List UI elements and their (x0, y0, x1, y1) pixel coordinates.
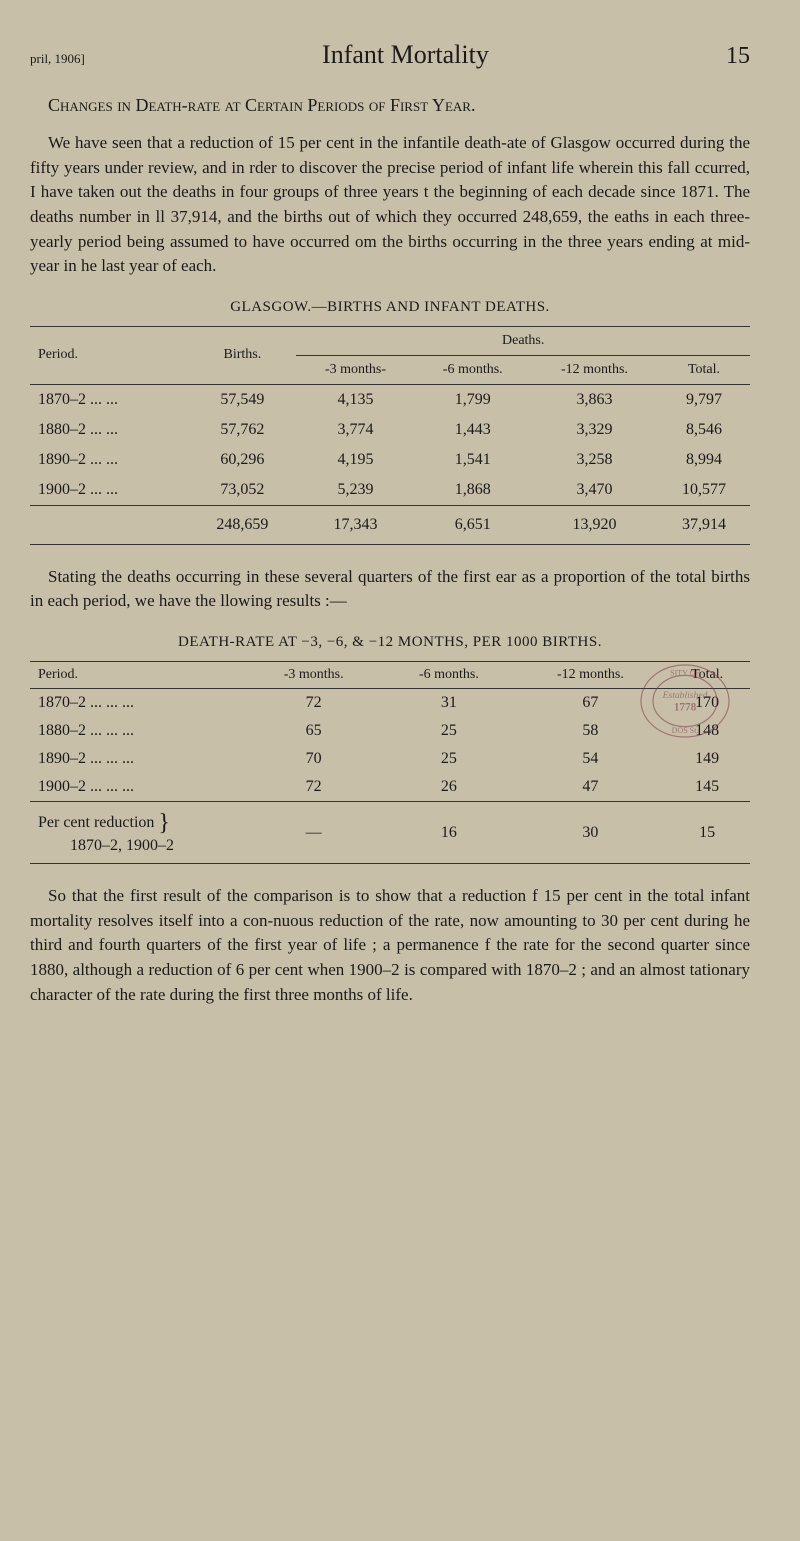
table-reduction-row: Per cent reduction } 1870–2, 1900–2 — 16… (30, 802, 750, 864)
page: pril, 1906] Infant Mortality 15 Changes … (0, 0, 800, 1072)
cell-m6: 26 (381, 773, 516, 802)
cell-total: 145 (664, 773, 750, 802)
table-row: 1870–2 ... ... ... 72 31 67 170 (30, 689, 750, 718)
table-row: 1870–2 ... ... 57,549 4,135 1,799 3,863 … (30, 384, 750, 415)
cell-total: 148 (664, 717, 750, 745)
paragraph-2: Stating the deaths occurring in these se… (30, 565, 750, 614)
table-totals-row: 248,659 17,343 6,651 13,920 37,914 (30, 505, 750, 544)
cell-m6: 16 (381, 802, 516, 864)
cell-total: 10,577 (658, 475, 750, 506)
cell-m12: 3,470 (531, 475, 658, 506)
cell-m6: 31 (381, 689, 516, 718)
cell-m3: 4,195 (296, 445, 414, 475)
cell-total: 8,546 (658, 415, 750, 445)
th-6months: -6 months. (381, 662, 516, 689)
cell-period: 1890–2 ... ... (30, 445, 188, 475)
th-period: Period. (30, 326, 188, 384)
th-period: Period. (30, 662, 246, 689)
running-header: pril, 1906] Infant Mortality 15 (30, 40, 750, 70)
reduction-label-a: Per cent reduction (38, 814, 154, 831)
cell-m3: 72 (246, 689, 381, 718)
cell-m12: 3,863 (531, 384, 658, 415)
cell-births: 57,549 (188, 384, 296, 415)
cell-m6: 1,541 (415, 445, 531, 475)
cell-births: 73,052 (188, 475, 296, 506)
cell-m3: 72 (246, 773, 381, 802)
header-date: pril, 1906] (30, 51, 85, 67)
table-row: 1880–2 ... ... 57,762 3,774 1,443 3,329 … (30, 415, 750, 445)
cell-m3: 3,774 (296, 415, 414, 445)
table-row: 1890–2 ... ... ... 70 25 54 149 (30, 745, 750, 773)
cell-period: 1880–2 ... ... ... (30, 717, 246, 745)
cell-period: 1900–2 ... ... (30, 475, 188, 506)
brace-icon: } (158, 810, 170, 836)
cell-births: 248,659 (188, 505, 296, 544)
cell-period: 1890–2 ... ... ... (30, 745, 246, 773)
cell-m6: 25 (381, 745, 516, 773)
cell-total: 9,797 (658, 384, 750, 415)
cell-m12: 30 (517, 802, 665, 864)
cell-total: 37,914 (658, 505, 750, 544)
cell-m3: 17,343 (296, 505, 414, 544)
paragraph-1: We have seen that a reduction of 15 per … (30, 131, 750, 279)
cell-m12: 3,329 (531, 415, 658, 445)
th-12months: -12 months. (531, 355, 658, 384)
th-total: Total. (664, 662, 750, 689)
table-row: 1900–2 ... ... ... 72 26 47 145 (30, 773, 750, 802)
cell-m12: 13,920 (531, 505, 658, 544)
th-3months: -3 months. (246, 662, 381, 689)
table-row: 1900–2 ... ... 73,052 5,239 1,868 3,470 … (30, 475, 750, 506)
cell-total: 149 (664, 745, 750, 773)
cell-total: 170 (664, 689, 750, 718)
th-6months: -6 months. (415, 355, 531, 384)
reduction-label-b: 1870–2, 1900–2 (70, 837, 174, 854)
cell-total: 8,994 (658, 445, 750, 475)
cell-period: 1870–2 ... ... (30, 384, 188, 415)
cell-m12: 3,258 (531, 445, 658, 475)
cell-births: 57,762 (188, 415, 296, 445)
header-title: Infant Mortality (322, 40, 489, 70)
cell-m6: 25 (381, 717, 516, 745)
section-heading: Changes in Death-rate at Certain Periods… (30, 95, 750, 116)
th-births: Births. (188, 326, 296, 384)
table-row: 1890–2 ... ... 60,296 4,195 1,541 3,258 … (30, 445, 750, 475)
th-12months: -12 months. (517, 662, 665, 689)
th-deaths-group: Deaths. (296, 326, 750, 355)
cell-m6: 6,651 (415, 505, 531, 544)
cell-m3: 70 (246, 745, 381, 773)
cell-births: 60,296 (188, 445, 296, 475)
table-row: 1880–2 ... ... ... 65 25 58 148 (30, 717, 750, 745)
table2-title: DEATH-RATE AT −3, −6, & −12 MONTHS, PER … (30, 634, 750, 651)
cell-period: 1880–2 ... ... (30, 415, 188, 445)
table-death-rate: Period. -3 months. -6 months. -12 months… (30, 661, 750, 864)
cell-m6: 1,799 (415, 384, 531, 415)
cell-m6: 1,443 (415, 415, 531, 445)
cell-m12: 47 (517, 773, 665, 802)
cell-period (30, 505, 188, 544)
th-3months: -3 months- (296, 355, 414, 384)
cell-period: 1870–2 ... ... ... (30, 689, 246, 718)
cell-m3: 65 (246, 717, 381, 745)
cell-m3: 5,239 (296, 475, 414, 506)
cell-m12: 58 (517, 717, 665, 745)
th-total: Total. (658, 355, 750, 384)
page-number: 15 (726, 43, 750, 70)
cell-m12: 54 (517, 745, 665, 773)
cell-m3: 4,135 (296, 384, 414, 415)
cell-m12: 67 (517, 689, 665, 718)
cell-reduction-label: Per cent reduction } 1870–2, 1900–2 (30, 802, 246, 864)
table2-wrap: Period. -3 months. -6 months. -12 months… (30, 661, 750, 864)
cell-m6: 1,868 (415, 475, 531, 506)
table1-title: GLASGOW.—BIRTHS AND INFANT DEATHS. (30, 299, 750, 316)
cell-total: 15 (664, 802, 750, 864)
paragraph-3: So that the first result of the comparis… (30, 884, 750, 1007)
cell-m3: — (246, 802, 381, 864)
table-births-deaths: Period. Births. Deaths. -3 months- -6 mo… (30, 326, 750, 545)
cell-period: 1900–2 ... ... ... (30, 773, 246, 802)
